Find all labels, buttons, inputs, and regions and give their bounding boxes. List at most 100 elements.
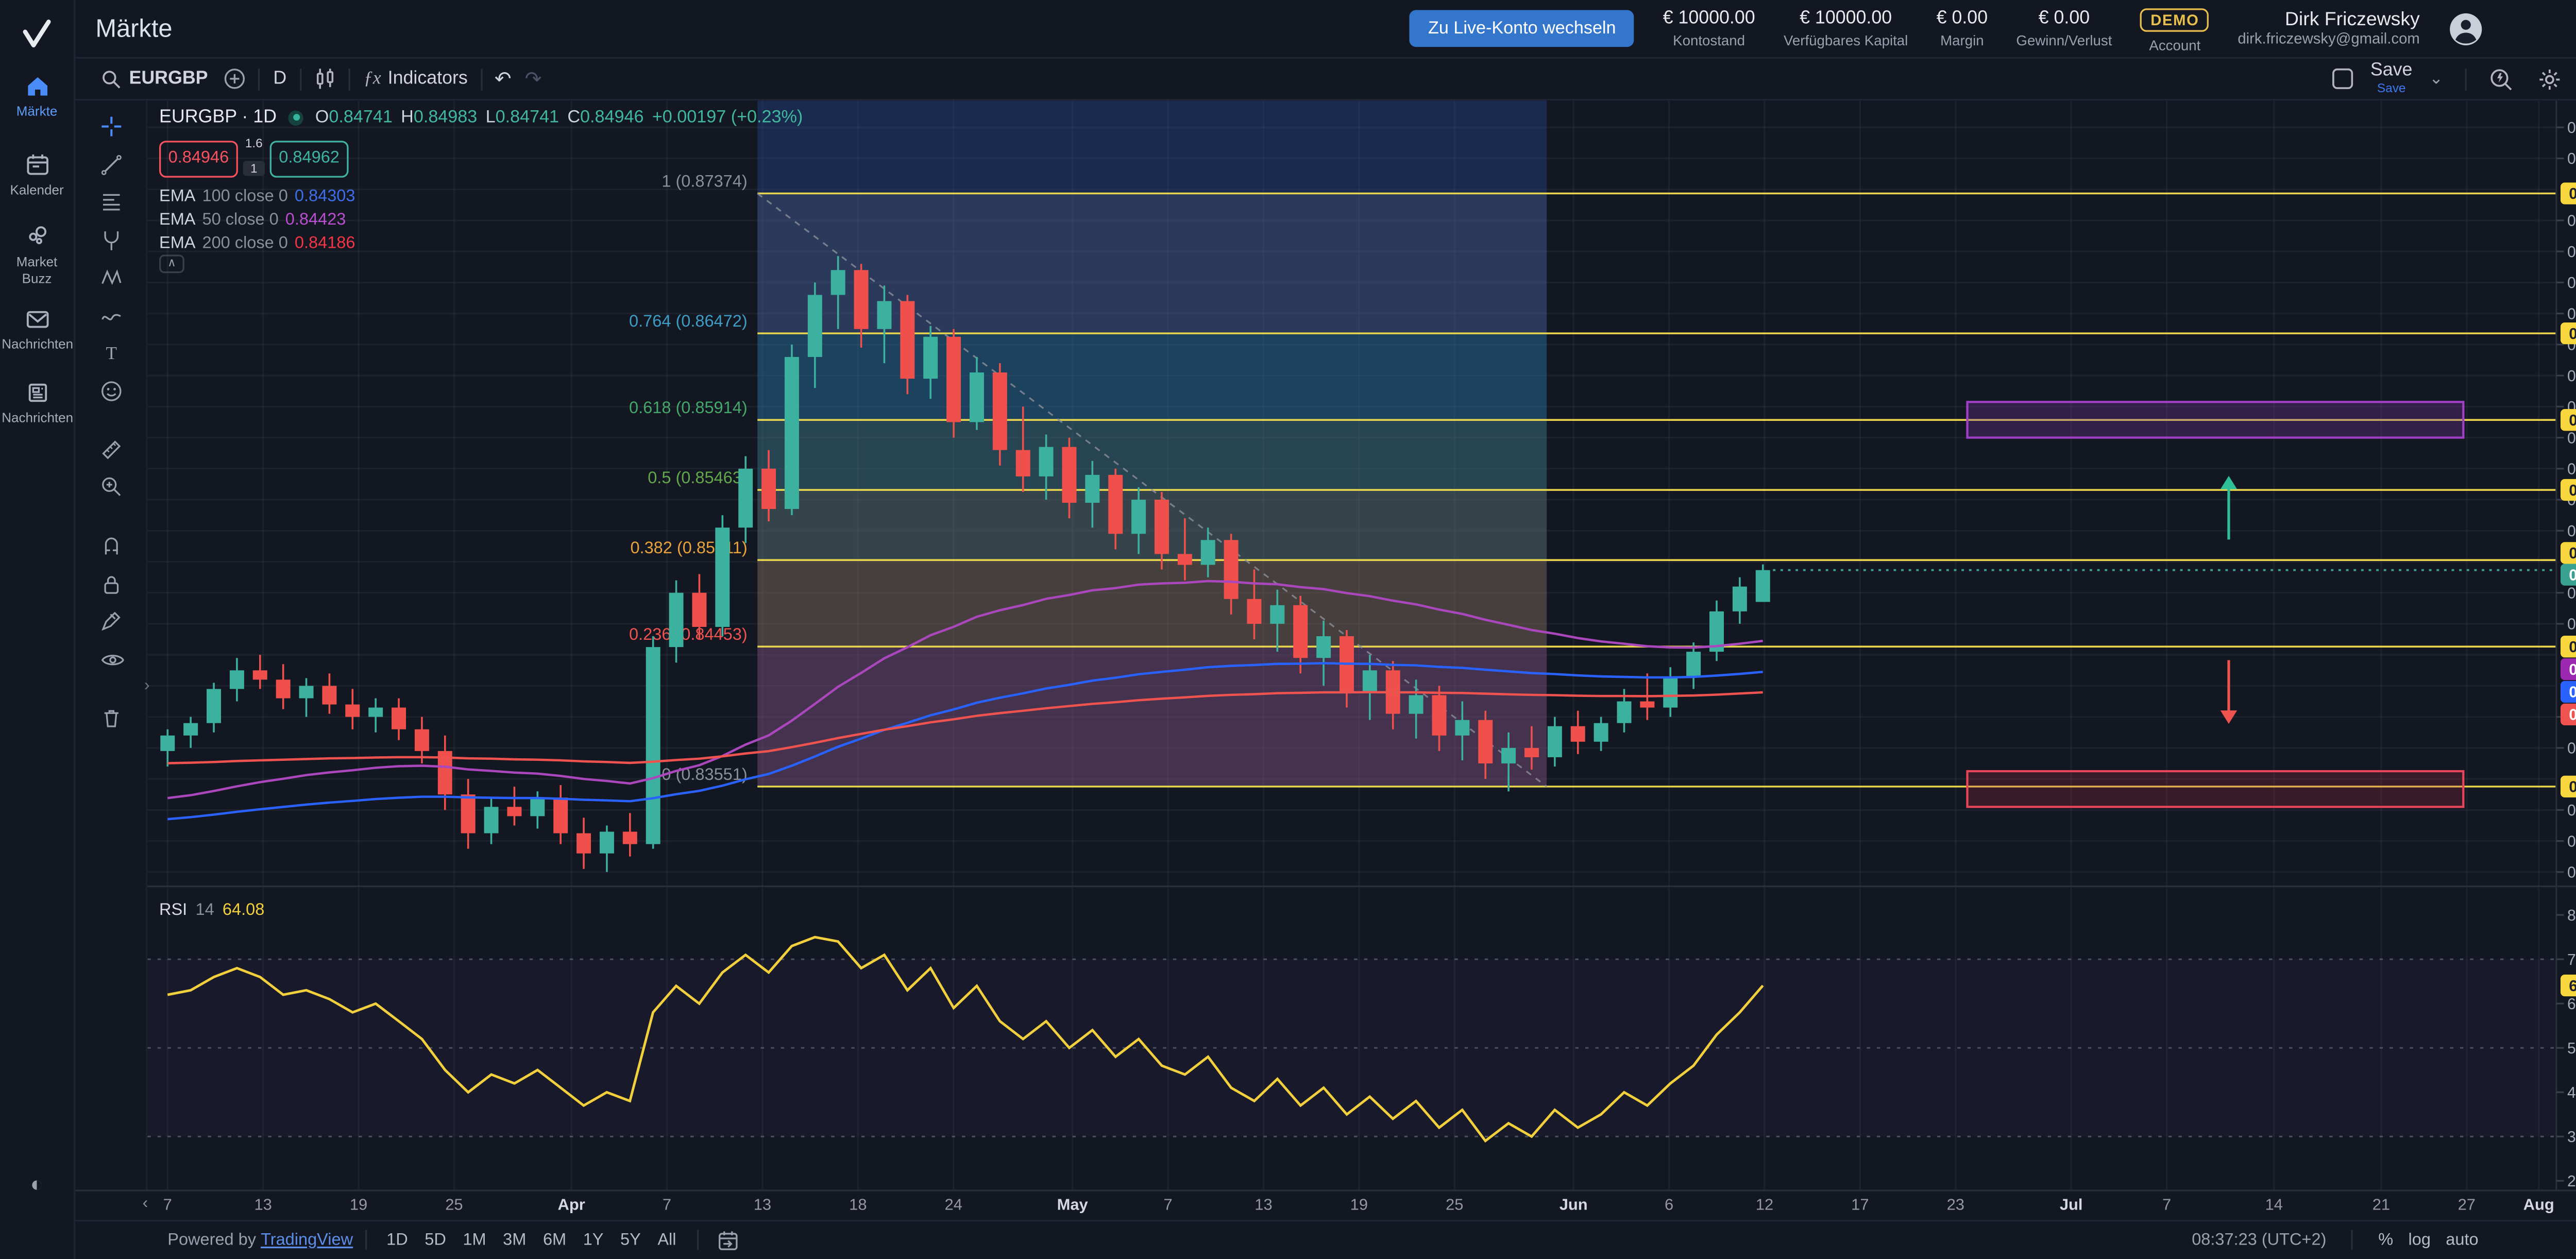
range-1y[interactable]: 1Y xyxy=(583,1231,604,1249)
broker-logo-icon[interactable] xyxy=(17,15,57,55)
time-tick: 14 xyxy=(2265,1196,2283,1215)
lock-icon[interactable] xyxy=(89,569,132,597)
brush-icon[interactable] xyxy=(89,301,132,329)
undo-icon[interactable]: ↶ xyxy=(494,67,512,91)
toolbar-collapse-icon[interactable]: ‹ xyxy=(142,1195,148,1213)
quick-search-icon[interactable] xyxy=(2482,66,2520,91)
time-tick: 13 xyxy=(1255,1196,1273,1215)
svg-text:40.00: 40.00 xyxy=(2567,1084,2576,1101)
save-button[interactable]: Save Save xyxy=(2370,60,2413,96)
eye-icon[interactable] xyxy=(89,644,132,673)
time-tick: 25 xyxy=(1446,1196,1464,1215)
svg-text:20.00: 20.00 xyxy=(2567,1173,2576,1189)
demo-badge: DEMO xyxy=(2140,9,2210,32)
range-1d[interactable]: 1D xyxy=(386,1231,408,1249)
svg-text:0.86600: 0.86600 xyxy=(2567,305,2576,322)
sidebar-item-label: Märkte xyxy=(16,104,58,119)
fib-retracement-icon[interactable] xyxy=(89,188,132,216)
time-axis[interactable]: ‹ 7 13 19 25 Apr 7 13 18 24 May 7 13 19 25 Jun 6 12 17 23 J… xyxy=(75,1189,2576,1219)
go-to-date-icon[interactable] xyxy=(710,1229,745,1251)
emoji-icon[interactable] xyxy=(89,376,132,404)
avatar[interactable] xyxy=(2448,11,2483,46)
indicator-row-ema-50[interactable]: EMA 50 close 0 0.84423 xyxy=(159,211,346,230)
theme-toggle-icon[interactable]: ◐ xyxy=(30,1170,44,1196)
eraser-icon[interactable] xyxy=(89,606,132,635)
buzz-icon xyxy=(28,226,46,245)
rsi-legend[interactable]: RSI 14 64.08 xyxy=(159,901,265,920)
svg-text:0.5 (0.85463): 0.5 (0.85463) xyxy=(648,468,747,487)
header-right: Zu Live-Konto wechseln € 10000.00 Kontost… xyxy=(1410,4,2576,53)
scale-mode-log[interactable]: log xyxy=(2408,1231,2431,1249)
chart-area[interactable]: 1 (0.87374) 0.764 (0.86472) 0.618 (0.85914… xyxy=(147,100,2576,1190)
settings-gear-icon[interactable] xyxy=(2530,66,2569,91)
svg-text:0.764 (0.86472): 0.764 (0.86472) xyxy=(629,312,748,330)
switch-to-live-account-button[interactable]: Zu Live-Konto wechseln xyxy=(1410,10,1635,47)
user-info[interactable]: Dirk Friczewsky dirk.friczewsky@gmail.co… xyxy=(2238,10,2419,47)
range-5d[interactable]: 5D xyxy=(425,1231,446,1249)
scale-mode-percent[interactable]: % xyxy=(2378,1231,2394,1249)
demand-zone[interactable] xyxy=(1966,770,2465,808)
range-1m[interactable]: 1M xyxy=(463,1231,486,1249)
svg-text:0.618 (0.85914): 0.618 (0.85914) xyxy=(629,398,748,417)
fib-retracement[interactable]: 1 (0.87374) 0.764 (0.86472) 0.618 (0.85914… xyxy=(629,172,2556,788)
scale-mode-auto[interactable]: auto xyxy=(2446,1231,2479,1249)
svg-text:80.00: 80.00 xyxy=(2567,907,2576,924)
user-name: Dirk Friczewsky xyxy=(2284,10,2420,30)
magnet-icon[interactable] xyxy=(89,531,132,559)
ema-50-line xyxy=(167,580,1764,799)
chart-toolbar-right: Save Save ⌄ xyxy=(2324,62,2576,95)
range-6m[interactable]: 6M xyxy=(543,1231,567,1249)
text-icon[interactable]: T xyxy=(89,338,132,367)
svg-text:0.86472: 0.86472 xyxy=(2569,326,2576,343)
ruler-icon[interactable] xyxy=(89,435,132,463)
lot-chip[interactable]: 1 xyxy=(243,161,264,176)
symbol-search[interactable]: EURGBP xyxy=(92,68,216,90)
redo-icon[interactable]: ↷ xyxy=(524,67,542,91)
grid-layer xyxy=(147,100,2556,1190)
clock[interactable]: 08:37:23 (UTC+2) xyxy=(2192,1231,2327,1249)
interval-button[interactable]: D xyxy=(273,69,287,89)
layout-icon[interactable] xyxy=(2324,67,2361,91)
legend-symbol[interactable]: EURGBP · 1D xyxy=(159,107,277,128)
time-tick: 23 xyxy=(1946,1196,1964,1215)
sell-button[interactable]: 0.84946 xyxy=(159,140,238,177)
powered-by-label: Powered by xyxy=(167,1231,257,1249)
chart-canvas[interactable]: 1 (0.87374) 0.764 (0.86472) 0.618 (0.85914… xyxy=(147,100,2576,1190)
trend-line-icon[interactable] xyxy=(89,150,132,178)
rsi-axis[interactable]: 80.00 70.00 60.00 50.00 40.00 30.00 20.00 64.08 xyxy=(2556,907,2576,1190)
tradingview-link[interactable]: TradingView xyxy=(261,1231,353,1249)
buy-button[interactable]: 0.84962 xyxy=(269,140,349,177)
pitchfork-icon[interactable] xyxy=(89,225,132,253)
compare-add-icon[interactable] xyxy=(216,67,253,91)
range-5y[interactable]: 5Y xyxy=(620,1231,641,1249)
svg-text:0.85600: 0.85600 xyxy=(2567,461,2576,478)
chevron-down-icon[interactable]: ⌄ xyxy=(2429,69,2444,88)
signal-arrows[interactable] xyxy=(2220,475,2238,724)
chart-style-icon[interactable] xyxy=(307,67,344,91)
supply-zone[interactable] xyxy=(1966,401,2465,439)
sidebar-item-nachrichten-mail[interactable]: Nachrichten xyxy=(2,305,73,353)
range-3m[interactable]: 3M xyxy=(503,1231,527,1249)
legend-collapse-button[interactable]: ∧ xyxy=(159,254,184,274)
object-tree-expander-icon[interactable]: › xyxy=(144,677,150,695)
indicator-row-ema-200[interactable]: EMA 200 close 0 0.84186 xyxy=(159,235,355,253)
drawing-toolbar: T xyxy=(75,100,148,1190)
bottom-bar: Powered by TradingView 1D 5D 1M 3M 6M 1Y 5Y All… xyxy=(75,1219,2576,1259)
zoom-in-icon[interactable] xyxy=(89,472,132,501)
calendar-icon xyxy=(26,154,48,175)
ema-100-line xyxy=(167,662,1763,821)
indicator-row-ema-100[interactable]: EMA 100 close 0 0.84303 xyxy=(159,187,355,206)
sidebar-item-kalender[interactable]: Kalender xyxy=(2,150,72,198)
svg-text:0 (0.83551): 0 (0.83551) xyxy=(662,765,747,784)
time-tick: Jul xyxy=(2059,1196,2083,1215)
sidebar-item-nachrichten-news[interactable]: Nachrichten xyxy=(2,379,73,427)
price-axis[interactable]: 0.87800 0.87600 0.87200 0.87000 0.86800 0.866… xyxy=(2556,120,2576,881)
xabcd-pattern-icon[interactable] xyxy=(89,263,132,292)
sidebar-item-market-buzz[interactable]: Market Buzz xyxy=(2,223,72,287)
range-all[interactable]: All xyxy=(657,1231,676,1249)
indicators-button[interactable]: ƒx Indicators xyxy=(355,69,476,89)
trash-icon[interactable] xyxy=(89,703,132,731)
sidebar-item-maerkte[interactable]: Märkte xyxy=(2,72,72,120)
crosshair-icon[interactable] xyxy=(89,112,132,141)
svg-text:0.87374: 0.87374 xyxy=(2569,185,2576,202)
